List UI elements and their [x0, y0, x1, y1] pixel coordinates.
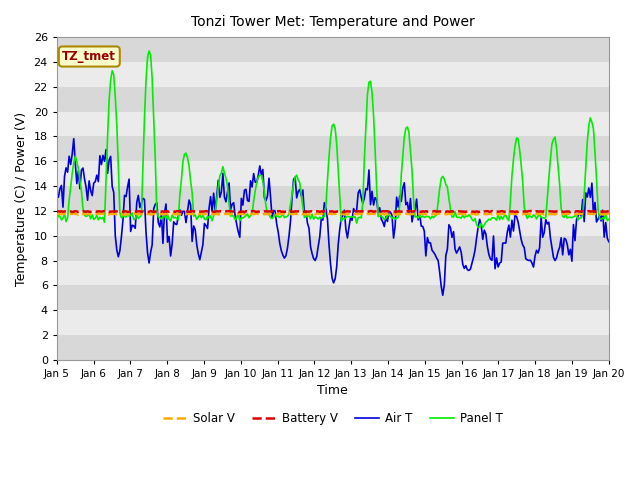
Bar	[57, 335, 609, 360]
Solar V	[247, 211, 255, 217]
Bar	[57, 62, 609, 87]
Line: Panel T: Panel T	[57, 51, 609, 228]
Panel T	[145, 48, 153, 54]
Bar	[57, 310, 609, 335]
Battery V	[406, 208, 414, 214]
Air T	[219, 170, 227, 176]
Battery V	[121, 209, 129, 215]
Battery V	[218, 208, 225, 214]
Battery V	[236, 209, 244, 215]
Bar	[57, 211, 609, 236]
Bar	[57, 236, 609, 261]
Air T	[70, 136, 77, 142]
Battery V	[294, 208, 302, 214]
Panel T	[605, 216, 612, 222]
Bar	[57, 261, 609, 285]
Battery V	[339, 209, 347, 215]
Solar V	[219, 211, 227, 217]
Solar V	[577, 211, 585, 217]
Bar	[57, 87, 609, 111]
Air T	[439, 292, 447, 298]
Bar	[57, 161, 609, 186]
Battery V	[53, 209, 61, 215]
Bar	[57, 111, 609, 136]
Panel T	[479, 225, 486, 230]
Solar V	[70, 210, 77, 216]
Air T	[53, 193, 61, 199]
Panel T	[296, 180, 303, 186]
Battery V	[605, 209, 612, 215]
Solar V	[605, 211, 612, 216]
Air T	[605, 239, 612, 245]
Battery V	[577, 209, 585, 215]
X-axis label: Time: Time	[317, 384, 348, 397]
Air T	[237, 195, 245, 201]
Panel T	[53, 216, 61, 222]
Solar V	[391, 212, 399, 217]
Panel T	[247, 213, 255, 218]
Solar V	[237, 211, 245, 217]
Air T	[247, 178, 255, 184]
Battery V	[245, 208, 253, 214]
Panel T	[237, 215, 245, 220]
Air T	[122, 193, 130, 199]
Solar V	[53, 211, 61, 216]
Y-axis label: Temperature (C) / Power (V): Temperature (C) / Power (V)	[15, 111, 28, 286]
Line: Air T: Air T	[57, 139, 609, 295]
Line: Solar V: Solar V	[57, 213, 609, 215]
Text: TZ_tmet: TZ_tmet	[62, 50, 116, 63]
Line: Battery V: Battery V	[57, 211, 609, 212]
Solar V	[122, 211, 130, 217]
Solar V	[296, 211, 303, 216]
Panel T	[121, 214, 129, 219]
Air T	[296, 187, 303, 192]
Air T	[577, 213, 585, 219]
Bar	[57, 285, 609, 310]
Legend: Solar V, Battery V, Air T, Panel T: Solar V, Battery V, Air T, Panel T	[159, 408, 507, 430]
Bar	[57, 37, 609, 62]
Panel T	[219, 164, 227, 169]
Title: Tonzi Tower Met: Temperature and Power: Tonzi Tower Met: Temperature and Power	[191, 15, 475, 29]
Panel T	[577, 215, 585, 221]
Bar	[57, 136, 609, 161]
Bar	[57, 186, 609, 211]
